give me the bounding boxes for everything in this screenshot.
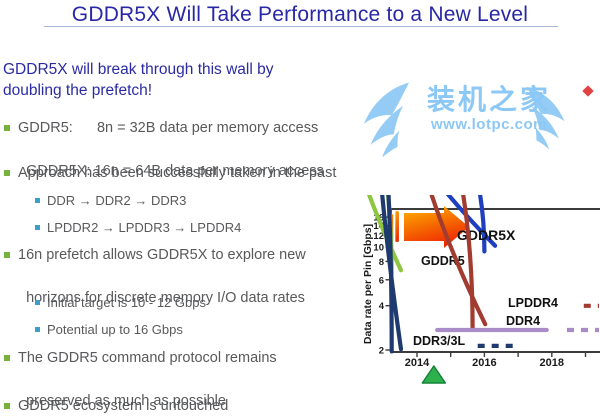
subtitle-line-2: doubling the prefetch! <box>3 82 153 99</box>
bullet-gddr5-prefetch: GDDR5: 8n = 32B data per memory access G… <box>2 118 380 183</box>
now-triangle-icon <box>421 365 447 384</box>
right-wing-icon <box>526 86 565 150</box>
watermark-url: www.lotpc.com <box>431 116 547 133</box>
bullet-line: Potential up to 16 Gbps <box>47 322 183 337</box>
watermark-site-name: 装机之家 <box>426 84 551 115</box>
bullet-line: GDDR5X: 16n = 64B data per memory access <box>26 163 324 179</box>
y-tick-label: 2 <box>379 346 384 357</box>
x-tick-label: 2016 <box>472 357 496 369</box>
watermark: 装机之家 www.lotpc.com <box>362 78 600 168</box>
bullet-lpddr-history: LPDDR2 → LPDDR3 → LPDDR4 <box>35 219 413 237</box>
title-underline <box>44 26 558 27</box>
series-ddr3/3l <box>380 195 404 354</box>
bullet-square-icon <box>4 355 10 361</box>
bullet-square-icon <box>35 225 40 230</box>
bullet-16n-prefetch: 16n prefetch allows GDDR5X to explore ne… <box>2 245 380 310</box>
left-wing-icon <box>363 82 410 158</box>
subtitle-line-1: GDDR5X will break through this wall by <box>3 61 274 78</box>
series-label-lpddr4: LPDDR4 <box>508 296 558 310</box>
bullet-command-protocol: The GDDR5 command protocol remains prese… <box>2 348 380 413</box>
bullet-line: GDDR5: 8n = 32B data per memory access <box>18 120 319 136</box>
watermark-text: 装机之家 www.lotpc.com <box>414 84 564 134</box>
y-tick-label: 10 <box>373 243 384 254</box>
y-tick-label: 14 <box>373 221 384 232</box>
bullet-line: Initial target is 10 - 12 Gbps <box>47 295 206 310</box>
series-label-ddr3/3l: DDR3/3L <box>413 334 465 348</box>
series-lpddr4 <box>429 195 488 331</box>
bullet-square-icon <box>35 300 40 305</box>
y-tick-label: 4 <box>379 301 385 312</box>
bullet-line: LPDDR2 → LPDDR3 → LPDDR4 <box>47 220 242 235</box>
bullet-line: horizons for discrete memory I/O data ra… <box>26 290 305 306</box>
bullet-ddr-history: DDR → DDR2 → DDR3 <box>35 192 413 210</box>
bullet-initial-target: Initial target is 10 - 12 Gbps <box>35 294 413 312</box>
bullet-approach: Approach has been successfully taken in … <box>2 163 380 185</box>
bullet-line: DDR → DDR2 → DDR3 <box>47 193 187 208</box>
bullet-line: 16n prefetch allows GDDR5X to explore ne… <box>18 247 306 263</box>
bullet-ecosystem: GDDR5 ecosystem is untouched <box>2 396 380 418</box>
bullet-line: Approach has been successfully taken in … <box>18 165 337 181</box>
bullet-square-icon <box>4 403 10 409</box>
series-label-ddr4: DDR4 <box>506 314 540 328</box>
x-tick-label: 2018 <box>540 357 564 369</box>
bullet-square-icon <box>4 252 10 258</box>
watermark-diamond-icon <box>582 85 594 97</box>
y-axis-label: Data rate per Pin [Gbps] <box>362 224 374 344</box>
bullet-square-icon <box>4 125 10 131</box>
bullet-square-icon <box>35 327 40 332</box>
slide-title: GDDR5X Will Take Performance to a New Le… <box>71 3 529 26</box>
subtitle: GDDR5X will break through this wall by d… <box>3 59 348 101</box>
y-tick-label: 6 <box>379 275 384 286</box>
bullet-line: The GDDR5 command protocol remains <box>18 350 277 366</box>
y-tick-label: 8 <box>379 257 384 268</box>
bullet-line: preserved as much as possible <box>26 393 226 409</box>
bullet-square-icon <box>4 170 10 176</box>
bullet-square-icon <box>35 198 40 203</box>
series-label-gddr5x: GDDR5X <box>457 227 516 243</box>
bullet-line: GDDR5 ecosystem is untouched <box>18 398 229 414</box>
x-tick-label: 2014 <box>405 357 430 369</box>
y-tick-label: 12 <box>373 231 384 242</box>
bullet-potential: Potential up to 16 Gbps <box>35 321 413 339</box>
